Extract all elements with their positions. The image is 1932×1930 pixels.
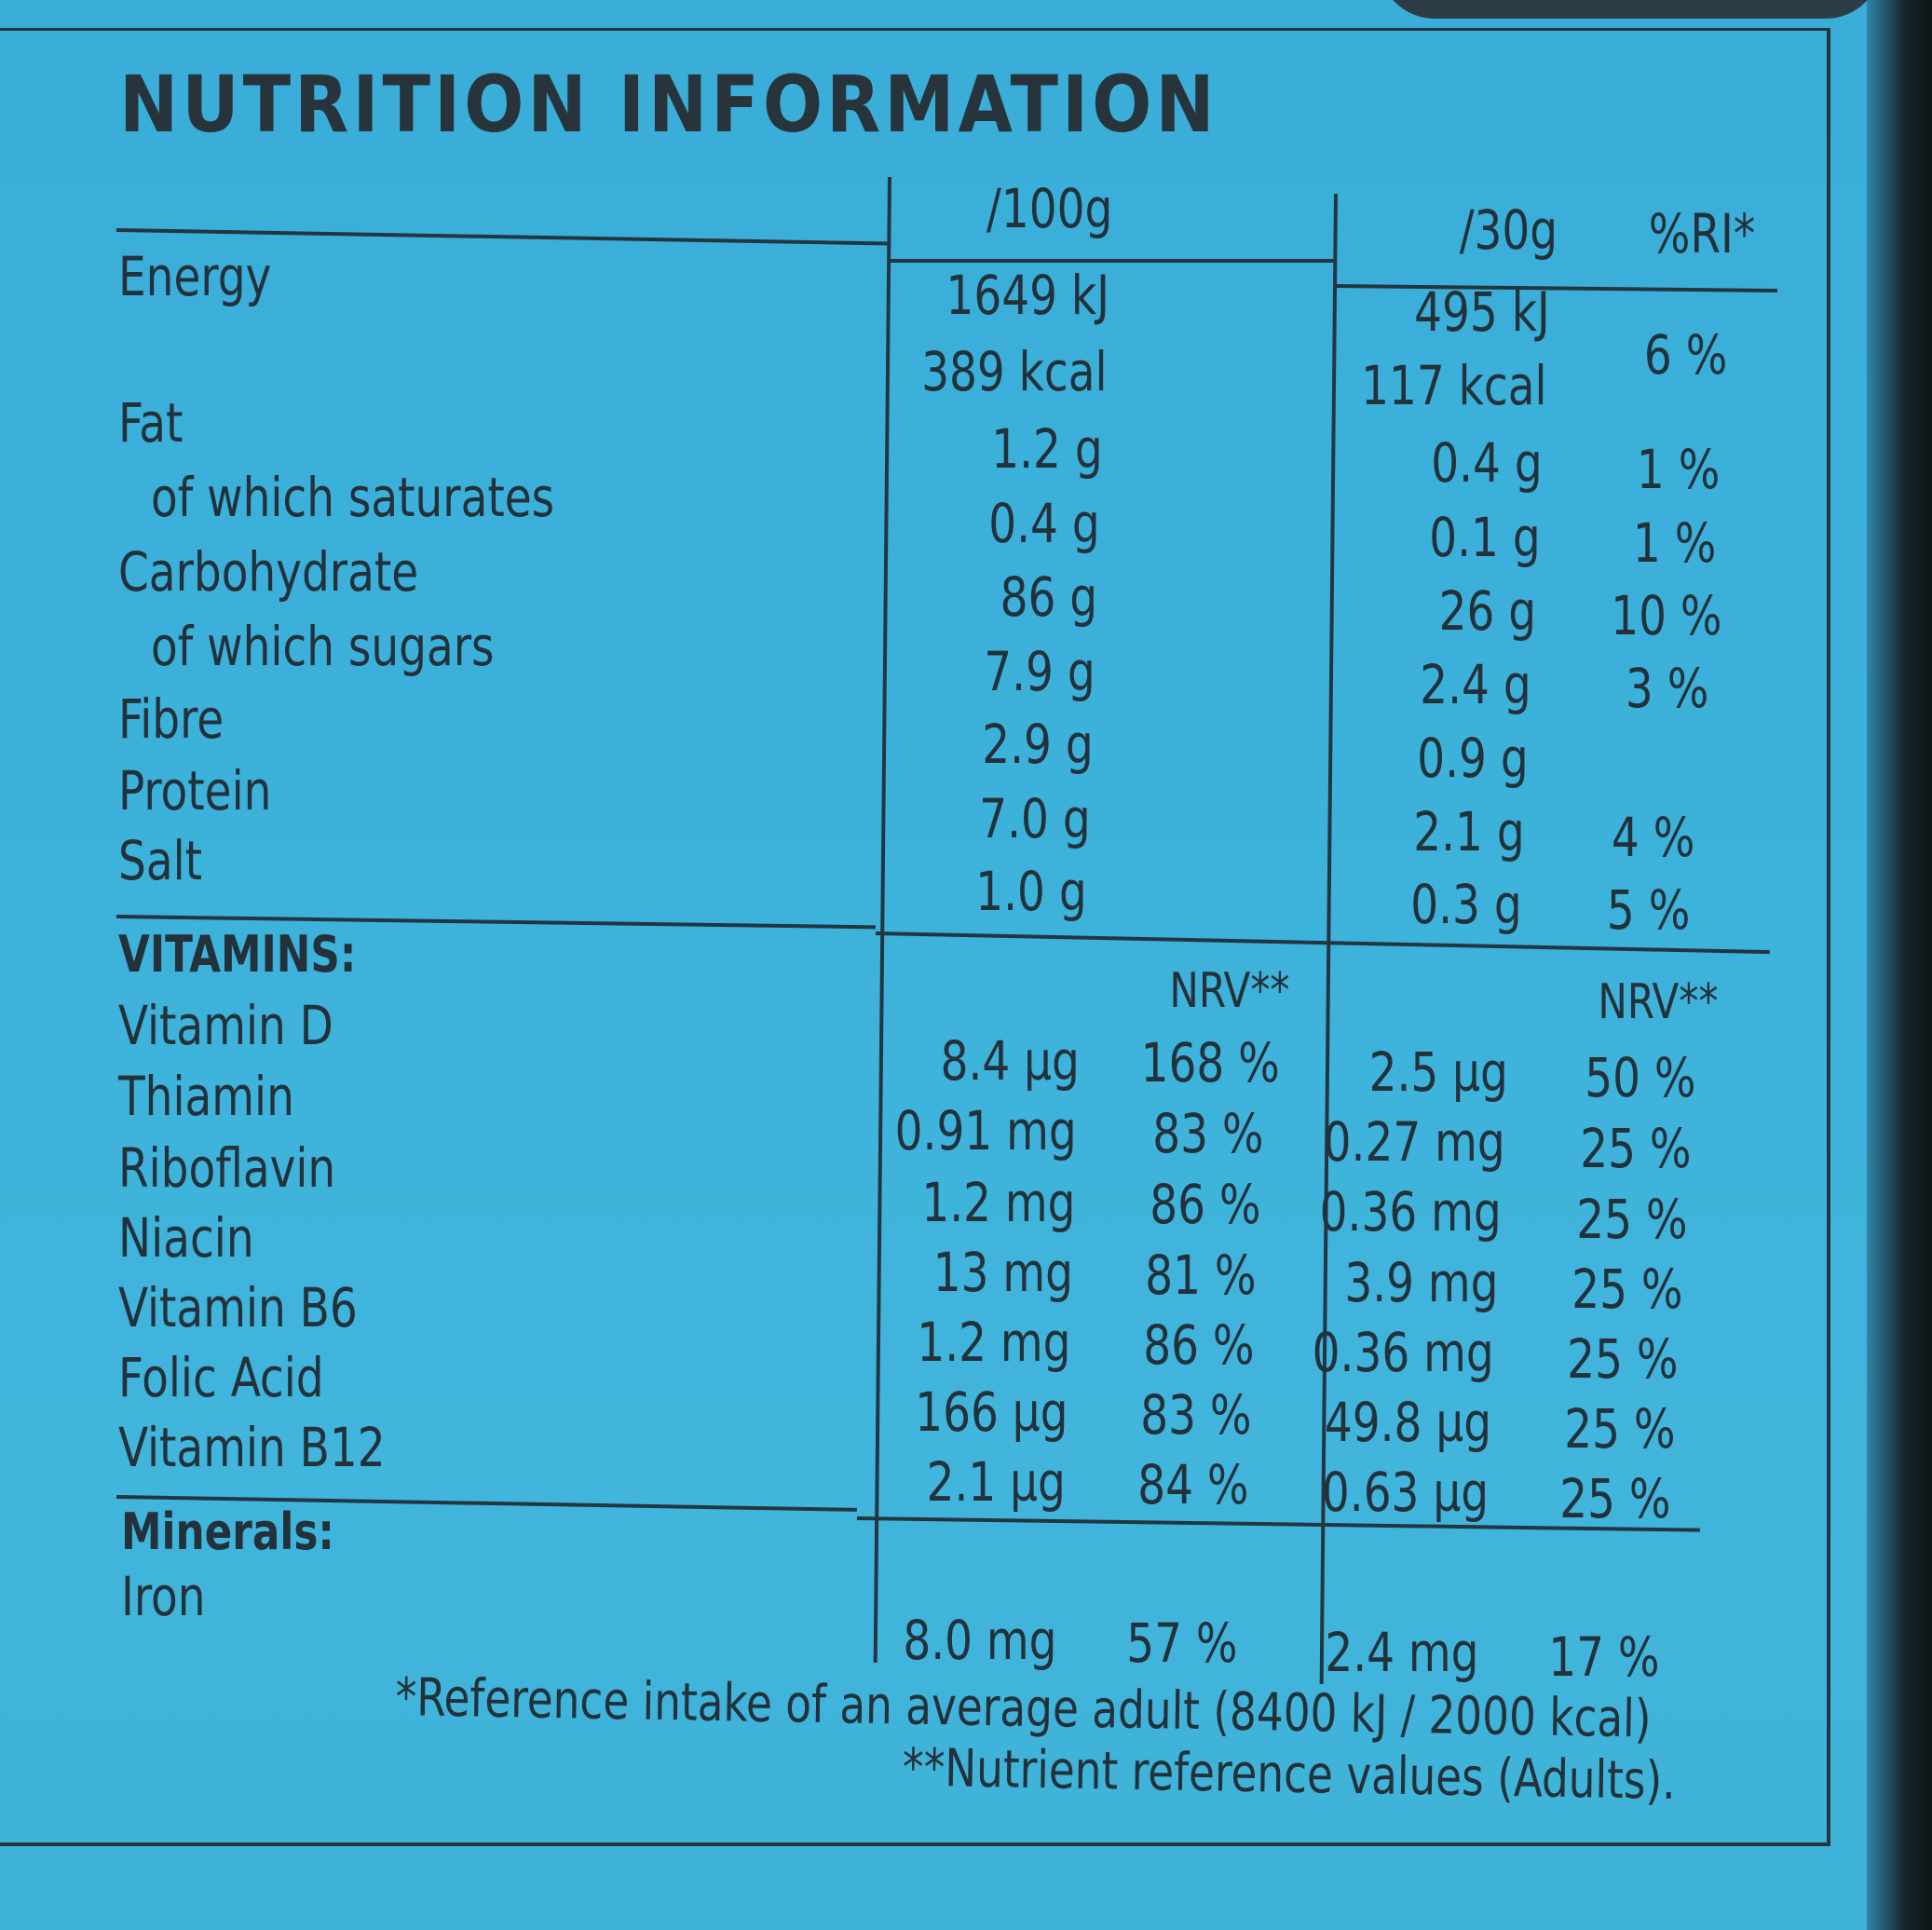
riboflavin-nrv30: 25 % (1576, 1188, 1688, 1251)
nrv-header-30: NRV** (1597, 974, 1718, 1030)
folic-acid-per100: 166 µg (914, 1380, 1068, 1444)
vitamin-b6-per30: 0.36 mg (1312, 1321, 1494, 1384)
vitamins-heading: VITAMINS: (118, 925, 357, 984)
vitamin-b6-per100: 1.2 mg (916, 1311, 1070, 1374)
vitamin-b12-nrv30: 25 % (1559, 1467, 1671, 1530)
niacin-nrv100: 81 % (1145, 1244, 1257, 1307)
vitamin-d-per100: 8.4 µg (940, 1029, 1080, 1093)
sugars-per100: 7.9 g (984, 640, 1095, 703)
salt-label: Salt (118, 829, 203, 892)
folic-acid-nrv100: 83 % (1140, 1383, 1252, 1447)
vitamin-d-label: Vitamin D (118, 994, 333, 1057)
energy-label: Energy (118, 245, 272, 308)
header-per-100g: /100g (986, 177, 1112, 240)
footnote-nrv: **Nutrient reference values (Adults). (902, 1737, 1677, 1812)
thiamin-nrv100: 83 % (1152, 1102, 1264, 1165)
fat-per30: 0.4 g (1431, 431, 1543, 495)
fibre-per100: 2.9 g (982, 713, 1094, 776)
thiamin-nrv30: 25 % (1580, 1117, 1692, 1180)
protein-per100: 7.0 g (979, 787, 1091, 850)
energy-per100-kj: 1649 kJ (946, 264, 1109, 327)
fibre-per30: 0.9 g (1417, 727, 1529, 790)
vitamin-d-nrv100: 168 % (1140, 1031, 1280, 1094)
folic-acid-nrv30: 25 % (1564, 1397, 1676, 1461)
vitamin-b6-nrv30: 25 % (1567, 1327, 1679, 1391)
iron-per100: 8.0 mg (902, 1609, 1056, 1672)
saturates-per100: 0.4 g (988, 492, 1100, 555)
vitamin-b6-label: Vitamin B6 (118, 1276, 358, 1339)
riboflavin-per100: 1.2 mg (920, 1171, 1075, 1234)
niacin-per100: 13 mg (932, 1241, 1073, 1304)
vitamin-b6-nrv100: 86 % (1143, 1313, 1255, 1377)
riboflavin-nrv100: 86 % (1150, 1173, 1261, 1236)
sugars-ri: 3 % (1625, 657, 1708, 720)
saturates-per30: 0.1 g (1429, 506, 1541, 569)
folic-acid-per30: 49.8 µg (1324, 1391, 1491, 1454)
salt-per30: 0.3 g (1410, 873, 1522, 936)
riboflavin-per30: 0.36 mg (1319, 1180, 1502, 1244)
protein-per30: 2.1 g (1413, 800, 1525, 863)
vitamin-b12-label: Vitamin B12 (118, 1416, 386, 1479)
fat-ri: 1 % (1636, 438, 1720, 501)
vitamin-b12-per30: 0.63 µg (1321, 1461, 1489, 1524)
thiamin-per30: 0.27 mg (1323, 1110, 1505, 1174)
vitamin-d-per30: 2.5 µg (1368, 1040, 1508, 1104)
box-edge-shadow (1867, 0, 1932, 1930)
header-ri: %RI* (1648, 202, 1755, 265)
riboflavin-label: Riboflavin (118, 1136, 336, 1200)
saturates-ri: 1 % (1632, 511, 1716, 575)
salt-ri: 5 % (1606, 878, 1690, 942)
niacin-per30: 3.9 mg (1343, 1251, 1498, 1314)
protein-label: Protein (118, 759, 272, 822)
header-per-30g: /30g (1459, 198, 1558, 262)
iron-nrv100: 57 % (1126, 1611, 1238, 1675)
fat-per100: 1.2 g (991, 417, 1103, 481)
vitamin-b12-nrv100: 84 % (1137, 1453, 1249, 1516)
thiamin-per100: 0.91 mg (894, 1099, 1077, 1162)
fat-label: Fat (118, 391, 184, 455)
minerals-heading: Minerals: (121, 1502, 334, 1561)
vitamin-b12-per100: 2.1 µg (926, 1450, 1066, 1514)
cereal-box-panel (0, 0, 1867, 1930)
energy-per30-kj: 495 kJ (1414, 280, 1550, 344)
nutrition-title: NUTRITION INFORMATION (119, 59, 1218, 150)
protein-ri: 4 % (1611, 806, 1694, 869)
iron-label: Iron (121, 1565, 206, 1628)
energy-ri: 6 % (1643, 323, 1727, 387)
nrv-header-100: NRV** (1168, 963, 1289, 1019)
niacin-nrv30: 25 % (1571, 1257, 1683, 1321)
carbohydrate-per30: 26 g (1438, 579, 1536, 643)
saturates-label: of which saturates (151, 466, 555, 529)
header-rule-mid (890, 259, 1335, 263)
panel-frame (0, 28, 1830, 1846)
iron-nrv30: 17 % (1548, 1625, 1660, 1689)
box-top-corner (1379, 0, 1882, 19)
carbohydrate-per100: 86 g (1000, 565, 1097, 629)
iron-per30: 2.4 mg (1324, 1621, 1478, 1684)
energy-per100-kcal: 389 kcal (921, 340, 1108, 403)
thiamin-label: Thiamin (118, 1065, 294, 1128)
energy-per30-kcal: 117 kcal (1361, 354, 1547, 417)
sugars-label: of which sugars (151, 615, 495, 678)
fibre-label: Fibre (118, 687, 224, 751)
sugars-per30: 2.4 g (1420, 653, 1531, 716)
carbohydrate-label: Carbohydrate (118, 540, 419, 604)
vitamin-d-nrv30: 50 % (1585, 1046, 1696, 1109)
folic-acid-label: Folic Acid (118, 1346, 324, 1409)
niacin-label: Niacin (118, 1206, 254, 1270)
salt-per100: 1.0 g (975, 860, 1087, 923)
carbohydrate-ri: 10 % (1611, 584, 1722, 647)
